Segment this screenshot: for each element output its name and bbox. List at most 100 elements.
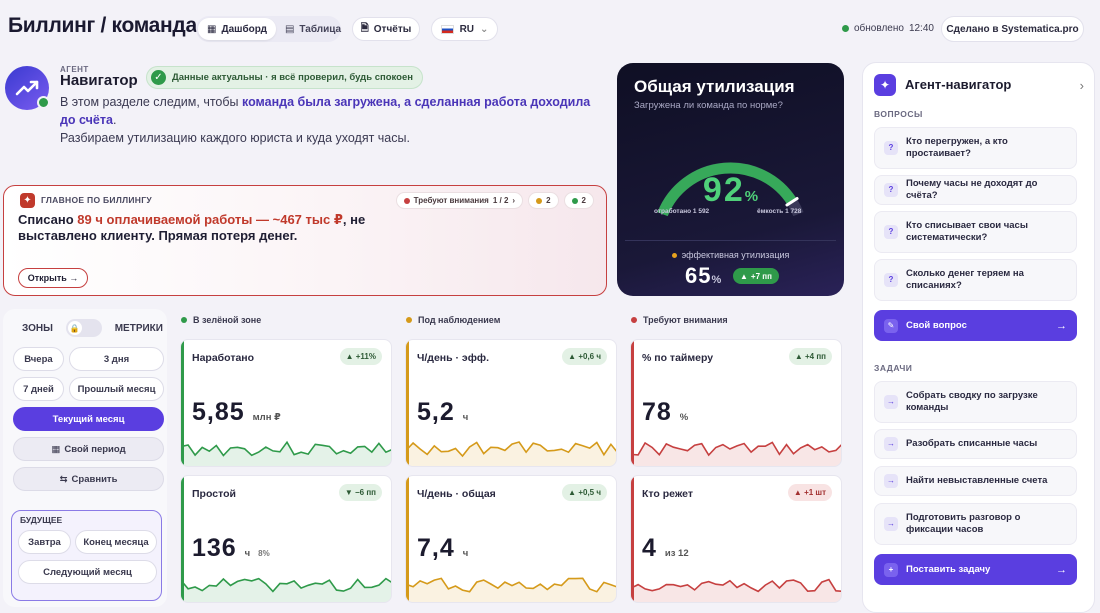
- watch-tag[interactable]: 2: [528, 192, 559, 209]
- filter-seven-days[interactable]: 7 дней: [13, 377, 64, 401]
- agent-panel: ✦ Агент-навигатор › ВОПРОСЫ ? Кто перегру…: [862, 62, 1095, 613]
- card-idle[interactable]: Простой ▼ −6 пп 136 ч 8%: [180, 475, 392, 603]
- sparkline-area: [631, 579, 841, 602]
- sparkline-line: [406, 577, 616, 593]
- effective-number: 65: [685, 263, 712, 288]
- zones-metrics-toggle: ЗОНЫ 🔒 МЕТРИКИ: [13, 319, 163, 337]
- plus-icon: +: [884, 562, 898, 577]
- metric-delta: −6 пп: [354, 488, 376, 497]
- utilization-gauge: [657, 162, 804, 217]
- effective-delta: +7 пп: [750, 271, 772, 281]
- filter-current-month[interactable]: Текущий месяц: [13, 407, 164, 431]
- metric-delta-badge: ▲ +11%: [339, 348, 382, 365]
- amber-dot-icon: [406, 317, 412, 323]
- task-conversation[interactable]: → Подготовить разговор о фиксации часов: [874, 503, 1077, 545]
- sparkline-area: [406, 442, 616, 466]
- card-earned[interactable]: Наработано ▲ +11% 5,85 млн ₽: [180, 339, 392, 467]
- sparkline-line: [631, 441, 841, 457]
- filter-last-month[interactable]: Прошлый месяц: [69, 377, 164, 401]
- arrow-up-icon: ▲: [345, 352, 354, 361]
- tab-dashboard[interactable]: ▦ Дашборд: [198, 18, 276, 40]
- filter-three-days[interactable]: 3 дня: [69, 347, 164, 371]
- utilization-number: 92: [702, 171, 745, 209]
- updated-time: 12:40: [908, 23, 934, 34]
- lock-icon: 🔒: [67, 321, 82, 335]
- task-text: Найти невыставленные счета: [906, 475, 1048, 486]
- filter-month-end[interactable]: Конец месяца: [75, 530, 157, 554]
- arrow-down-icon: ▼: [344, 488, 353, 497]
- effective-util-label: эффективная утилизация: [617, 250, 844, 260]
- tab-table[interactable]: ▤ Таблица: [276, 18, 350, 40]
- sparkline: [631, 441, 841, 466]
- task-text: Собрать сводку по загрузке команды: [906, 390, 1038, 413]
- agent-panel-title: Агент-навигатор: [905, 77, 1012, 92]
- zones-label[interactable]: ЗОНЫ: [22, 322, 53, 334]
- utilization-subtitle: Загружена ли команда по норме?: [634, 100, 783, 111]
- status-badge: ✓ Данные актуальны · я всё проверил, будь…: [146, 66, 423, 89]
- compare-button[interactable]: ⇆ Сравнить: [13, 467, 164, 491]
- agent-description: В этом разделе следим, чтобы команда был…: [60, 95, 591, 145]
- made-in-link[interactable]: Сделано в Systematica.pro: [941, 16, 1084, 42]
- column-watch-header: Под наблюдением: [406, 315, 500, 325]
- metric-value: 5,2 ч: [417, 398, 468, 427]
- set-task-button[interactable]: + Поставить задачу →: [874, 554, 1077, 585]
- attention-tag[interactable]: Требуют внимания 1 / 2 ›: [395, 192, 524, 209]
- billing-label: ГЛАВНОЕ ПО БИЛЛИНГУ: [41, 195, 152, 205]
- metric-value: 4 из 12: [642, 534, 689, 563]
- effective-label-text: эффективная утилизация: [681, 250, 790, 260]
- language-select[interactable]: RU ⌄: [431, 17, 498, 41]
- sparkline-line: [406, 441, 616, 458]
- filter-next-month[interactable]: Следующий месяц: [18, 560, 157, 584]
- card-hours-effective[interactable]: Ч/день · эфф. ▲ +0,6 ч 5,2 ч: [405, 339, 617, 467]
- check-icon: ✓: [151, 70, 166, 85]
- open-button[interactable]: Открыть →: [18, 268, 88, 288]
- divider: [625, 240, 836, 241]
- sparkline: [181, 440, 391, 466]
- view-toggle[interactable]: 🔒: [65, 319, 102, 337]
- online-indicator: [37, 96, 50, 109]
- sparkle-icon: ✦: [874, 74, 896, 96]
- metrics-label[interactable]: МЕТРИКИ: [114, 322, 163, 334]
- metric-number: 78: [642, 398, 672, 426]
- metric-delta-badge: ▲ +4 пп: [788, 348, 832, 365]
- question-overload[interactable]: ? Кто перегружен, а кто простаивает?: [874, 127, 1077, 169]
- swap-icon: ⇆: [59, 473, 68, 485]
- task-writeoffs[interactable]: → Разобрать списанные часы: [874, 429, 1077, 459]
- column-green-label: В зелёной зоне: [193, 315, 262, 325]
- utilization-title: Общая утилизация: [634, 77, 795, 96]
- own-question-button[interactable]: ✎ Свой вопрос →: [874, 310, 1077, 341]
- question-text: Сколько денег теряем на списаниях?: [906, 268, 1024, 291]
- red-dot-icon: [403, 197, 410, 204]
- metric-value: 5,85 млн ₽: [192, 398, 281, 427]
- card-who-cuts[interactable]: Кто режет ▲ +1 шт 4 из 12: [630, 475, 842, 603]
- question-hours-billing[interactable]: ? Почему часы не доходят до счёта?: [874, 175, 1077, 205]
- sparkle-icon: ✦: [20, 193, 35, 208]
- filter-yesterday[interactable]: Вчера: [13, 347, 64, 371]
- metric-delta: +11%: [355, 352, 376, 361]
- arrow-right-icon: →: [1056, 563, 1067, 576]
- agent-name: Навигатор: [60, 72, 138, 89]
- question-writeoffs[interactable]: ? Кто списывает свои часы систематически?: [874, 211, 1077, 253]
- column-green-header: В зелёной зоне: [181, 315, 261, 325]
- metric-name: % по таймеру: [642, 352, 714, 364]
- task-load-summary[interactable]: → Собрать сводку по загрузке команды: [874, 381, 1077, 423]
- filter-tomorrow[interactable]: Завтра: [18, 530, 71, 554]
- reports-label: Отчёты: [373, 23, 412, 35]
- arrow-up-icon: ▲: [740, 271, 748, 281]
- question-money-lost[interactable]: ? Сколько денег теряем на списаниях?: [874, 259, 1077, 301]
- metric-unit: из 12: [664, 548, 689, 559]
- task-text: Подготовить разговор о фиксации часов: [906, 512, 1021, 535]
- zone-bar: [406, 476, 409, 602]
- card-hours-total[interactable]: Ч/день · общая ▲ +0,5 ч 7,4 ч: [405, 475, 617, 603]
- card-timer-percent[interactable]: % по таймеру ▲ +4 пп 78 %: [630, 339, 842, 467]
- chevron-right-icon[interactable]: ›: [1079, 78, 1084, 93]
- metric-value: 7,4 ч: [417, 534, 468, 563]
- headline-highlight: 89 ч оплачиваемой работы — ~467 тыс ₽: [77, 212, 343, 227]
- green-tag[interactable]: 2: [563, 192, 594, 209]
- filter-custom-period[interactable]: ▦ Свой период: [13, 437, 164, 461]
- set-task-label: Поставить задачу: [906, 563, 991, 575]
- reports-button[interactable]: 🗎 Отчёты: [352, 17, 420, 41]
- task-unbilled[interactable]: → Найти невыставленные счета: [874, 466, 1077, 496]
- billing-alert-card: ✦ ГЛАВНОЕ ПО БИЛЛИНГУ Требуют внимания 1 …: [3, 185, 607, 296]
- own-question-label: Свой вопрос: [906, 319, 967, 331]
